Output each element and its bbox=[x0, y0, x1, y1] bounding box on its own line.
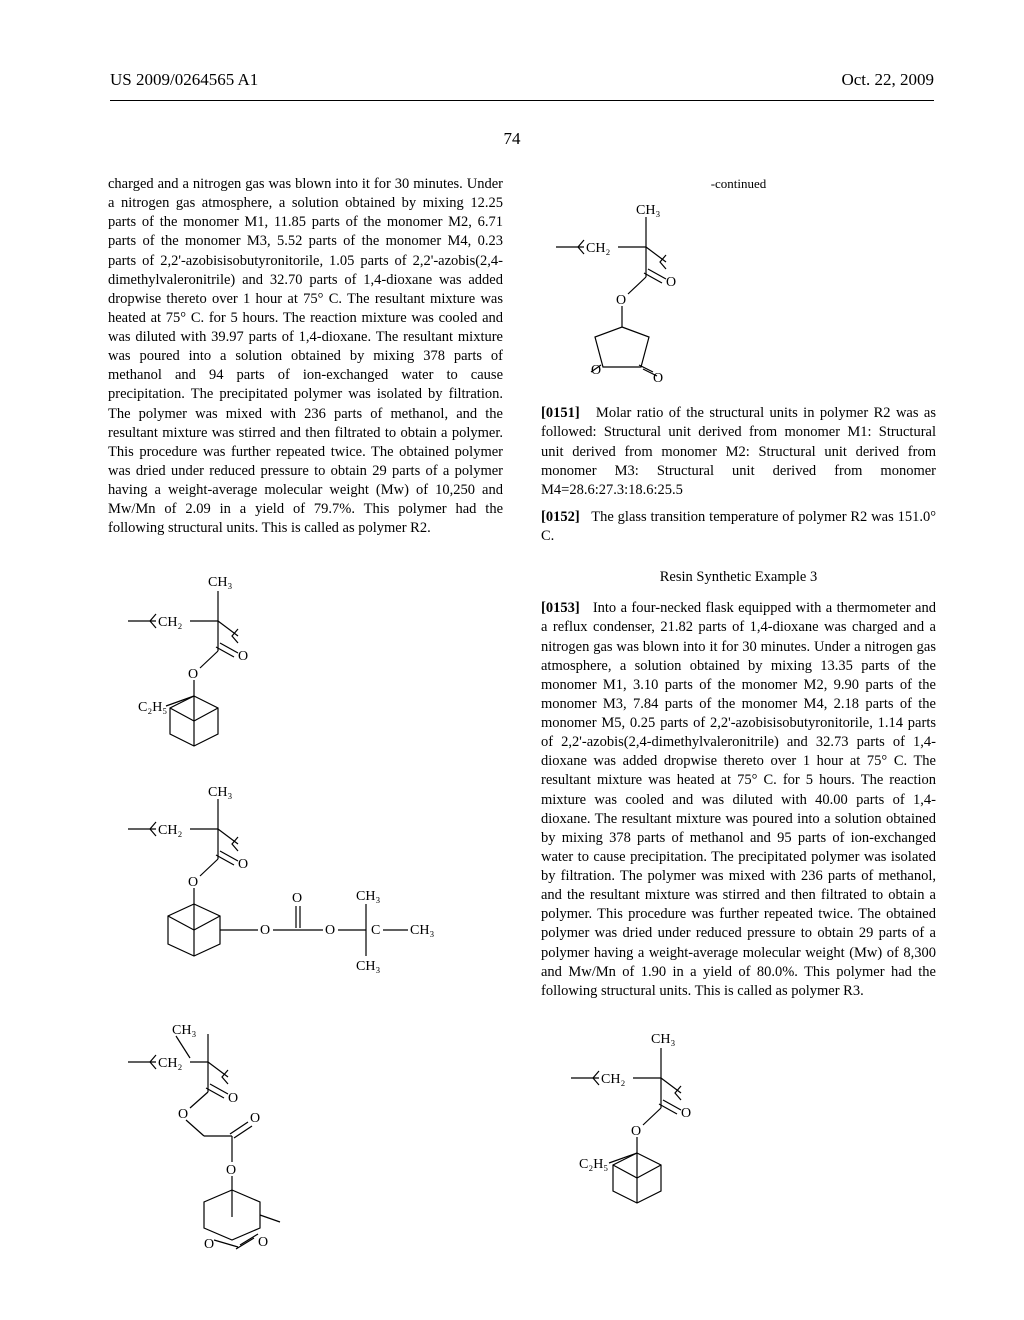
svg-text:CH₃: CH₃ bbox=[356, 959, 380, 974]
svg-text:CH₃: CH₃ bbox=[651, 1032, 675, 1047]
svg-text:O: O bbox=[666, 275, 676, 290]
svg-text:C₂H₅: C₂H₅ bbox=[138, 700, 167, 715]
svg-text:O: O bbox=[653, 371, 663, 382]
page-number: 74 bbox=[0, 129, 1024, 149]
chem-structure-5: CH₂ CH₃ O O C₂H₅ bbox=[541, 1023, 936, 1219]
continued-label: -continued bbox=[541, 175, 936, 192]
svg-text:CH₃: CH₃ bbox=[208, 575, 232, 590]
publication-number: US 2009/0264565 A1 bbox=[110, 70, 258, 90]
svg-text:CH₂: CH₂ bbox=[158, 1056, 182, 1071]
svg-text:O: O bbox=[238, 857, 248, 872]
svg-text:O: O bbox=[188, 667, 198, 682]
svg-text:O: O bbox=[681, 1106, 691, 1121]
paragraph-0153: [0153] Into a four-necked flask equipped… bbox=[541, 599, 936, 1001]
svg-text:CH₃: CH₃ bbox=[636, 203, 660, 218]
svg-text:CH₂: CH₂ bbox=[601, 1072, 625, 1087]
svg-text:O: O bbox=[260, 923, 270, 938]
svg-text:O: O bbox=[258, 1235, 268, 1250]
svg-text:O: O bbox=[238, 649, 248, 664]
two-column-layout: charged and a nitrogen gas was blown int… bbox=[0, 175, 1024, 1272]
chem-structure-3: CH₂ CH₃ O O bbox=[108, 1022, 503, 1252]
svg-text:O: O bbox=[250, 1111, 260, 1126]
svg-text:C: C bbox=[371, 923, 380, 938]
para-number-0153: [0153] bbox=[541, 600, 580, 616]
paragraph-0152: [0152] The glass transition temperature … bbox=[541, 508, 936, 546]
chem-structure-4: CH₂ CH₃ O O O bbox=[541, 202, 936, 388]
para-0153-text: Into a four-necked flask equipped with a… bbox=[541, 600, 936, 999]
svg-text:O: O bbox=[188, 875, 198, 890]
right-column: -continued CH₂ CH₃ O O bbox=[541, 175, 936, 1272]
paragraph-0151: [0151] Molar ratio of the structural uni… bbox=[541, 404, 936, 500]
svg-text:O: O bbox=[616, 293, 626, 308]
svg-text:CH₃: CH₃ bbox=[208, 785, 232, 800]
svg-text:O: O bbox=[228, 1091, 238, 1106]
header-rule bbox=[110, 100, 934, 101]
svg-text:O: O bbox=[292, 891, 302, 906]
svg-text:C₂H₅: C₂H₅ bbox=[579, 1157, 608, 1172]
svg-text:CH₃: CH₃ bbox=[410, 923, 434, 938]
svg-text:O: O bbox=[631, 1124, 641, 1139]
svg-text:O: O bbox=[204, 1237, 214, 1252]
publication-date: Oct. 22, 2009 bbox=[841, 70, 934, 90]
para-number-0151: [0151] bbox=[541, 405, 580, 421]
svg-text:CH₂: CH₂ bbox=[158, 615, 182, 630]
left-paragraph-1: charged and a nitrogen gas was blown int… bbox=[108, 175, 503, 538]
chem-structure-1: CH₂ CH₃ O O bbox=[108, 566, 503, 756]
svg-text:CH₃: CH₃ bbox=[172, 1023, 196, 1038]
page-header: US 2009/0264565 A1 Oct. 22, 2009 bbox=[0, 0, 1024, 94]
para-0152-text: The glass transition temperature of poly… bbox=[541, 509, 936, 544]
svg-text:CH₂: CH₂ bbox=[158, 823, 182, 838]
chem-structure-2: CH₂ CH₃ O O bbox=[108, 784, 503, 994]
svg-text:CH₂: CH₂ bbox=[586, 241, 610, 256]
para-0151-text: Molar ratio of the structural units in p… bbox=[541, 405, 936, 498]
left-column: charged and a nitrogen gas was blown int… bbox=[108, 175, 503, 1272]
section-title: Resin Synthetic Example 3 bbox=[541, 568, 936, 587]
svg-text:CH₃: CH₃ bbox=[356, 889, 380, 904]
para-number-0152: [0152] bbox=[541, 509, 580, 525]
svg-text:O: O bbox=[325, 923, 335, 938]
svg-text:O: O bbox=[226, 1163, 236, 1178]
